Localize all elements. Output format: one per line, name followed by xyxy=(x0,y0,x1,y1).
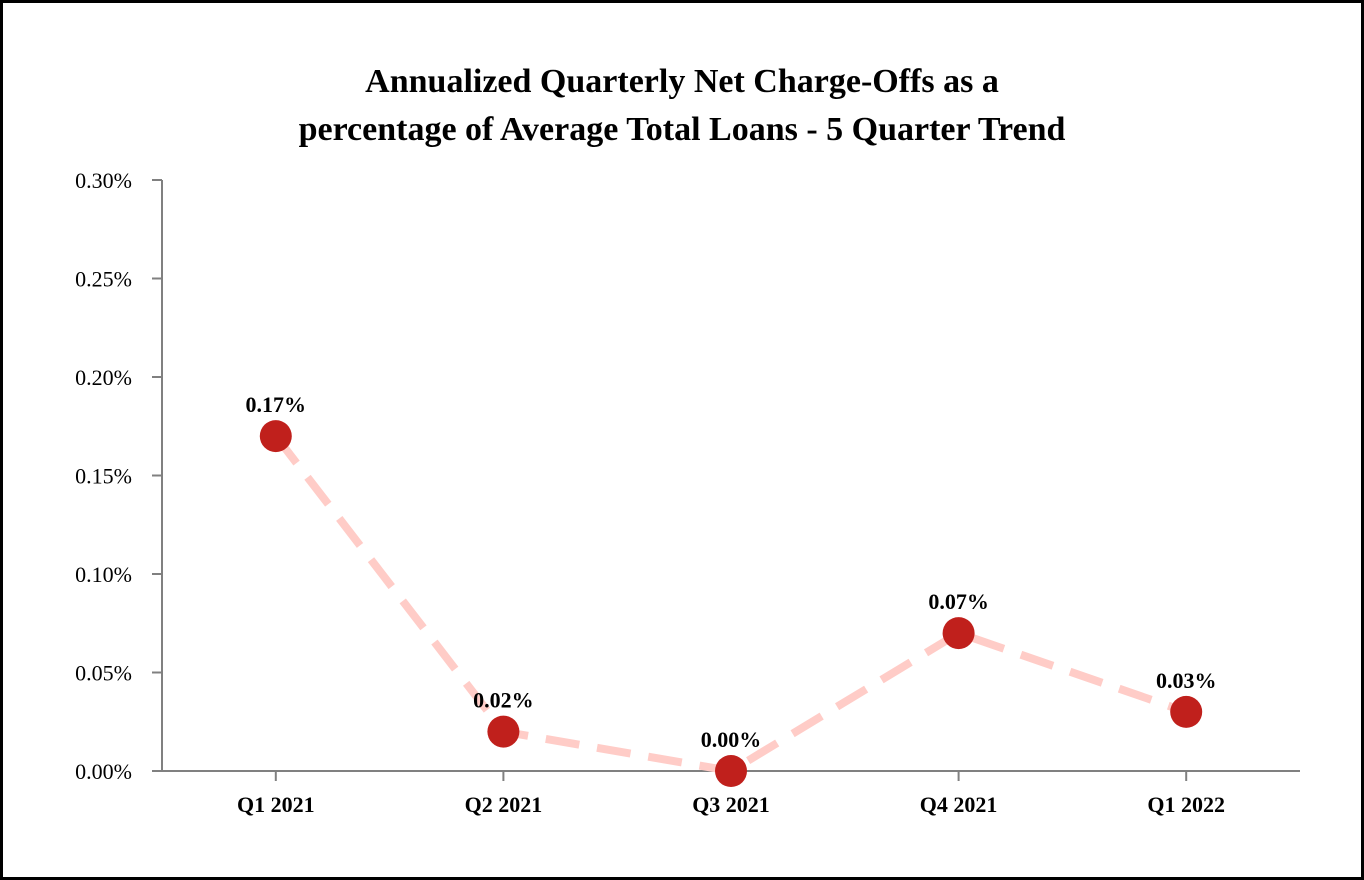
data-label: 0.02% xyxy=(473,688,534,713)
data-label: 0.07% xyxy=(928,589,989,614)
data-labels-group: 0.17% 0.02% 0.00% 0.07% 0.03% xyxy=(246,392,1217,752)
x-tick-label: Q1 2021 xyxy=(237,792,315,817)
chart-title-line-2: percentage of Average Total Loans - 5 Qu… xyxy=(298,111,1066,148)
series-group xyxy=(259,420,1203,787)
series-line xyxy=(272,433,1188,775)
chart-title: Annualized Quarterly Net Charge-Offs as … xyxy=(0,58,1364,154)
data-point xyxy=(487,715,520,748)
x-tick-label: Q1 2022 xyxy=(1147,792,1225,817)
data-point xyxy=(259,420,292,453)
y-tick-label: 0.15% xyxy=(75,464,132,489)
data-label: 0.17% xyxy=(246,392,307,417)
y-tick-label: 0.20% xyxy=(75,365,132,390)
y-axis-group: 0.00% 0.05% 0.10% 0.15% 0.20% 0.25% 0.30% xyxy=(75,168,163,784)
x-tick-label: Q4 2021 xyxy=(920,792,998,817)
y-tick-label: 0.10% xyxy=(75,562,132,587)
x-axis-group: Q1 2021 Q2 2021 Q3 2021 Q4 2021 Q1 2022 xyxy=(152,770,1300,817)
data-point xyxy=(1170,695,1203,728)
y-tick-label: 0.00% xyxy=(75,759,132,784)
data-label: 0.00% xyxy=(701,727,762,752)
data-point xyxy=(715,755,747,787)
y-tick-label: 0.25% xyxy=(75,267,132,292)
chart-title-line-1: Annualized Quarterly Net Charge-Offs as … xyxy=(365,63,999,100)
y-tick-label: 0.30% xyxy=(75,168,132,193)
x-tick-label: Q3 2021 xyxy=(692,792,770,817)
data-point xyxy=(942,617,975,650)
x-tick-label: Q2 2021 xyxy=(465,792,543,817)
y-tick-label: 0.05% xyxy=(75,661,132,686)
data-label: 0.03% xyxy=(1156,668,1217,693)
